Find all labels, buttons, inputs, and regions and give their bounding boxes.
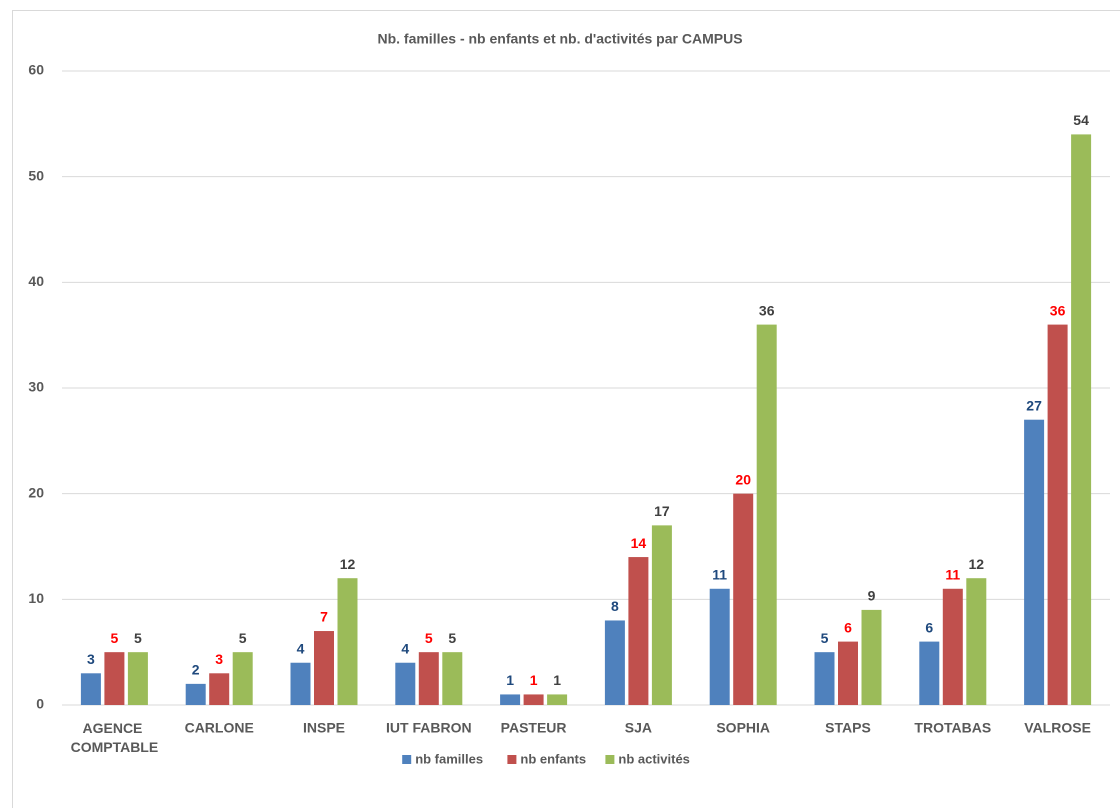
data-label: 1: [506, 672, 514, 688]
data-label: 7: [320, 609, 328, 625]
bar: [418, 652, 439, 705]
data-label: 12: [340, 556, 356, 572]
data-label: 27: [1026, 397, 1042, 413]
data-label: 3: [215, 651, 223, 667]
data-label: 11: [945, 566, 960, 582]
data-label: 17: [654, 503, 670, 519]
legend-swatch: [605, 755, 615, 764]
data-label: 4: [401, 640, 409, 656]
legend-swatch: [402, 755, 412, 764]
y-tick-label: 20: [28, 484, 44, 500]
bar: [733, 493, 754, 705]
bar: [1071, 134, 1092, 705]
bar: [709, 588, 730, 705]
data-label: 5: [134, 630, 142, 646]
legend-label: nb familles: [415, 751, 483, 766]
data-label: 14: [631, 535, 647, 551]
x-tick-label: INSPE: [303, 720, 345, 736]
x-tick-label: IUT FABRON: [386, 720, 472, 736]
bar: [314, 631, 334, 705]
bar: [628, 557, 649, 705]
legend-label: nb activités: [618, 751, 690, 766]
data-label: 20: [735, 471, 751, 487]
data-label: 5: [111, 630, 119, 646]
x-tick-label: SJA: [625, 720, 652, 736]
x-tick-label: CARLONE: [185, 720, 254, 736]
data-label: 1: [553, 672, 561, 688]
bar: [232, 652, 253, 705]
data-label: 5: [425, 630, 433, 646]
data-label: 12: [969, 556, 985, 572]
chart-title: Nb. familles - nb enfants et nb. d'activ…: [377, 31, 742, 47]
bar: [290, 662, 311, 705]
y-tick-label: 30: [28, 379, 44, 395]
bar: [651, 525, 672, 705]
x-tick-label: SOPHIA: [716, 720, 770, 736]
bar: [395, 662, 416, 705]
data-label: 1: [530, 672, 538, 688]
data-label: 6: [925, 619, 933, 635]
bar: [1047, 324, 1068, 705]
data-label: 54: [1073, 112, 1089, 128]
bar: [861, 609, 882, 705]
bar: [442, 652, 463, 705]
bar: [604, 620, 625, 705]
y-tick-label: 60: [28, 62, 44, 78]
bar: [966, 578, 987, 705]
data-label: 11: [712, 566, 727, 582]
bar: [756, 324, 777, 705]
bar: [942, 588, 963, 705]
bar: [547, 694, 568, 705]
bar: [523, 694, 544, 705]
bar: [838, 641, 858, 705]
bar: [80, 673, 101, 705]
data-label: 5: [448, 630, 456, 646]
x-tick-label: AGENCE COMPTABLE: [71, 720, 159, 755]
y-tick-label: 0: [36, 696, 44, 712]
data-label: 8: [611, 598, 619, 614]
x-tick-label: VALROSE: [1024, 720, 1091, 736]
y-tick-label: 40: [28, 273, 44, 289]
legend-swatch: [507, 755, 517, 764]
bar: [185, 683, 206, 705]
data-label: 2: [192, 662, 200, 678]
bar: [814, 652, 835, 705]
y-tick-label: 10: [28, 590, 44, 606]
data-label: 6: [844, 619, 852, 635]
data-label: 4: [297, 640, 305, 656]
x-tick-label: PASTEUR: [501, 720, 567, 736]
y-tick-label: 50: [28, 167, 44, 183]
data-label: 5: [821, 630, 829, 646]
bar: [337, 578, 358, 705]
bar: [209, 673, 230, 705]
bar: [127, 652, 148, 705]
bar: [500, 694, 521, 705]
data-label: 36: [759, 302, 775, 318]
data-label: 36: [1050, 302, 1066, 318]
bar: [1024, 419, 1045, 705]
x-tick-label: TROTABAS: [914, 720, 991, 736]
legend-label: nb enfants: [520, 751, 586, 766]
data-label: 5: [239, 630, 247, 646]
bar: [104, 652, 125, 705]
bar: [919, 641, 940, 705]
data-label: 9: [868, 588, 876, 604]
x-tick-label: STAPS: [825, 720, 871, 736]
data-label: 3: [87, 651, 95, 667]
